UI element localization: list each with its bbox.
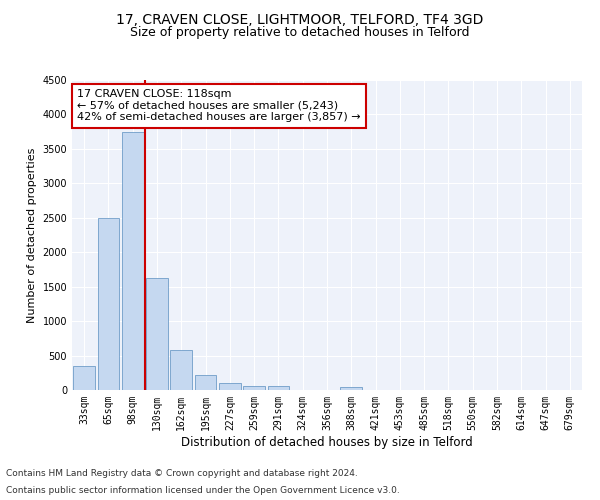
Text: Contains public sector information licensed under the Open Government Licence v3: Contains public sector information licen… (6, 486, 400, 495)
Bar (97, 218, 119, 390)
Bar (243, 386, 265, 390)
Bar (73, 366, 95, 390)
Bar (146, 278, 168, 390)
Bar (268, 386, 289, 390)
Bar (194, 375, 217, 390)
Bar (340, 386, 362, 390)
Text: 17, CRAVEN CLOSE, LIGHTMOOR, TELFORD, TF4 3GD: 17, CRAVEN CLOSE, LIGHTMOOR, TELFORD, TF… (116, 12, 484, 26)
Y-axis label: Number of detached properties: Number of detached properties (27, 148, 37, 322)
Bar (219, 383, 241, 390)
Text: Contains HM Land Registry data © Crown copyright and database right 2024.: Contains HM Land Registry data © Crown c… (6, 468, 358, 477)
X-axis label: Distribution of detached houses by size in Telford: Distribution of detached houses by size … (181, 436, 473, 448)
Bar (122, 132, 143, 390)
Text: Size of property relative to detached houses in Telford: Size of property relative to detached ho… (130, 26, 470, 39)
Bar (170, 350, 192, 390)
Text: 17 CRAVEN CLOSE: 118sqm
← 57% of detached houses are smaller (5,243)
42% of semi: 17 CRAVEN CLOSE: 118sqm ← 57% of detache… (77, 90, 361, 122)
